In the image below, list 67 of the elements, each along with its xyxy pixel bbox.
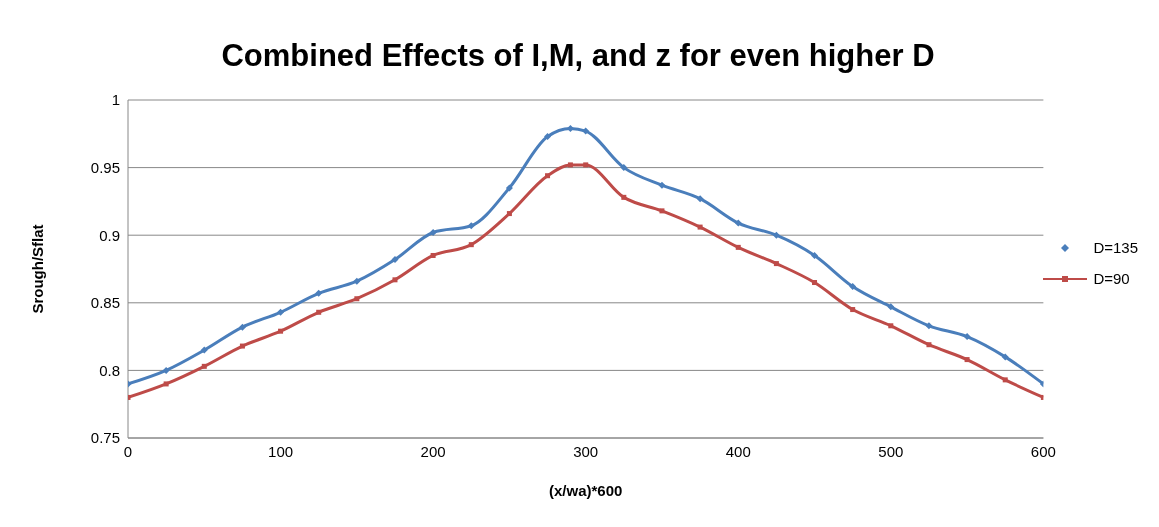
point — [391, 256, 399, 264]
x-tick-label: 0 — [123, 442, 133, 460]
point — [392, 277, 398, 283]
point — [353, 277, 361, 285]
point — [582, 127, 590, 135]
point — [545, 173, 551, 179]
y-axis-title: Srough/Sflat — [29, 224, 47, 314]
point — [659, 208, 665, 214]
point — [773, 261, 779, 267]
y-tick-label: 0.9 — [99, 226, 120, 244]
point — [697, 224, 703, 230]
point — [620, 164, 628, 172]
y-tick-label: 0.95 — [90, 158, 120, 176]
point — [278, 328, 284, 334]
point — [812, 280, 818, 286]
point — [925, 322, 933, 330]
point — [566, 124, 574, 132]
point — [429, 229, 437, 236]
point — [734, 219, 742, 227]
x-tick-label: 200 — [420, 442, 446, 460]
x-tick-label: 400 — [725, 442, 751, 460]
point — [467, 222, 475, 230]
point — [811, 251, 819, 259]
chart-title: Combined Effects of I,M, and z for even higher D — [220, 38, 936, 74]
legend-label: D=90 — [1093, 270, 1130, 287]
point — [621, 194, 627, 200]
point — [505, 184, 513, 192]
y-tick-label: 0.8 — [99, 361, 120, 379]
point — [506, 211, 512, 217]
point — [468, 242, 474, 248]
legend-label: D=135 — [1093, 239, 1138, 256]
point — [239, 343, 245, 349]
point — [277, 308, 285, 316]
point — [544, 133, 552, 140]
point — [201, 363, 207, 369]
point — [963, 333, 971, 341]
point — [849, 283, 857, 291]
y-tick-label: 1 — [111, 91, 120, 109]
point — [163, 381, 169, 387]
point — [200, 346, 208, 354]
point — [696, 195, 704, 203]
x-tick-label: 600 — [1030, 442, 1056, 460]
point — [850, 307, 856, 313]
point — [926, 342, 932, 348]
point — [964, 357, 970, 363]
y-tick-label: 0.85 — [90, 294, 120, 312]
point — [772, 231, 780, 239]
point — [238, 323, 246, 331]
x-tick-label: 300 — [573, 442, 599, 460]
x-tick-label: 500 — [878, 442, 904, 460]
point — [315, 289, 323, 297]
point — [583, 162, 589, 168]
point — [316, 309, 322, 315]
point — [1002, 377, 1008, 383]
point — [888, 323, 894, 329]
point — [658, 181, 666, 189]
point — [1001, 353, 1009, 361]
point — [162, 366, 170, 374]
x-axis-title: (x/wa)*600 — [549, 482, 623, 499]
point — [567, 162, 573, 168]
point — [735, 244, 741, 250]
line-series — [128, 162, 1044, 400]
point — [354, 296, 360, 302]
point — [887, 303, 895, 311]
y-tick-label: 0.75 — [90, 429, 120, 447]
x-tick-label: 100 — [268, 442, 294, 460]
point — [430, 252, 436, 258]
